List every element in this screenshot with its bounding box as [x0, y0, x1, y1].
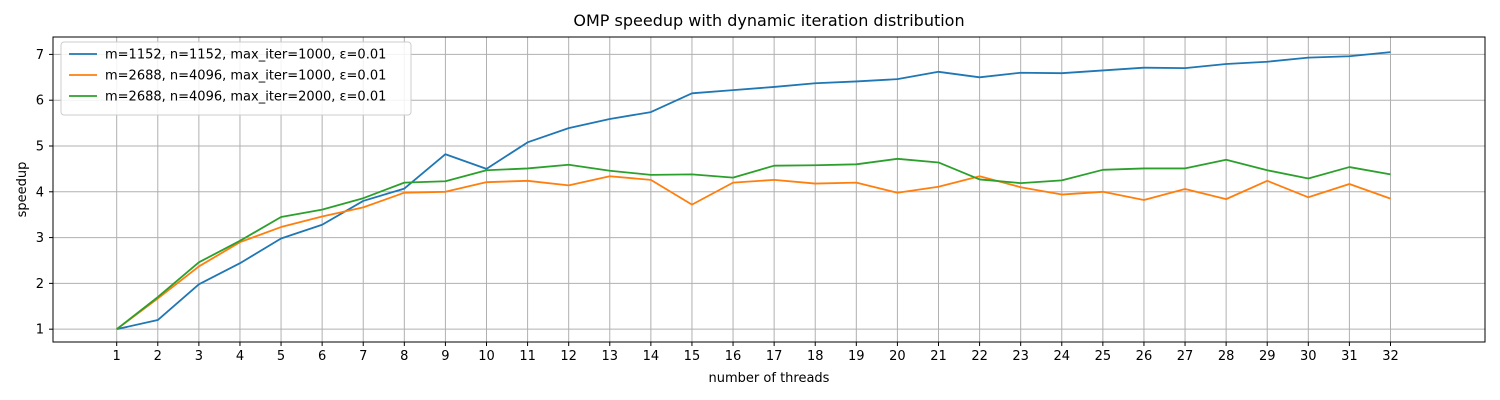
legend-entry-3: m=2688, n=4096, max_iter=2000, ε=0.01	[105, 90, 386, 105]
legend-entry-1: m=1152, n=1152, max_iter=1000, ε=0.01	[105, 48, 386, 63]
x-tick-label: 12	[560, 349, 577, 364]
y-tick-label: 7	[36, 48, 44, 63]
plot-area-frame	[52, 36, 1486, 343]
x-axis-label: number of threads	[709, 371, 830, 386]
x-tick-label: 15	[684, 349, 701, 364]
x-tick-label: 19	[848, 349, 865, 364]
y-tick-label: 1	[36, 323, 44, 338]
x-tick-label: 18	[807, 349, 824, 364]
x-tick-label: 14	[643, 349, 660, 364]
legend: m=1152, n=1152, max_iter=1000, ε=0.01 m=2…	[60, 41, 412, 116]
y-axis-label: speedup	[15, 162, 30, 218]
x-tick-label: 9	[441, 349, 449, 364]
x-tick-label: 11	[519, 349, 536, 364]
series-line-3	[116, 157, 1391, 330]
x-tick-label: 24	[1053, 349, 1070, 364]
x-tick-label: 1	[113, 349, 121, 364]
x-tick-label: 10	[478, 349, 495, 364]
series-line-1	[116, 51, 1391, 331]
x-tick-label: 29	[1259, 349, 1276, 364]
x-tick-label: 27	[1177, 349, 1194, 364]
x-tick-label: 22	[971, 349, 988, 364]
x-tick-label: 3	[195, 349, 203, 364]
y-tick-label: 4	[36, 185, 44, 200]
y-tick-label: 3	[36, 231, 44, 246]
series-lines	[116, 51, 1391, 331]
x-tick-label: 25	[1095, 349, 1112, 364]
x-tick-label: 31	[1341, 349, 1358, 364]
x-tick-label: 2	[154, 349, 162, 364]
x-tick-label: 8	[400, 349, 408, 364]
legend-box	[60, 41, 412, 116]
x-tick-label: 5	[277, 349, 285, 364]
x-tick-label: 30	[1300, 349, 1317, 364]
chart-title: OMP speedup with dynamic iteration distr…	[573, 11, 964, 30]
series-line-2	[116, 175, 1391, 330]
x-tick-label: 26	[1136, 349, 1153, 364]
x-tick-label: 32	[1382, 349, 1399, 364]
x-tick-label: 13	[602, 349, 619, 364]
x-tick-label: 20	[889, 349, 906, 364]
legend-entry-2: m=2688, n=4096, max_iter=1000, ε=0.01	[105, 69, 386, 84]
x-tick-label: 7	[359, 349, 367, 364]
y-tick-label: 6	[36, 94, 44, 109]
y-tick-label: 2	[36, 277, 44, 292]
x-tick-label: 28	[1218, 349, 1235, 364]
axis-ticks: 1 2 3 4 5 6 7 8 9 10 11 12 13 14 15 16 17 18 19 20 21 22 23 24 2…	[36, 48, 1399, 364]
x-tick-label: 23	[1012, 349, 1029, 364]
y-tick-label: 5	[36, 139, 44, 154]
x-tick-label: 6	[318, 349, 326, 364]
x-tick-label: 4	[236, 349, 244, 364]
x-tick-label: 17	[766, 349, 783, 364]
x-tick-label: 21	[930, 349, 947, 364]
x-tick-label: 16	[725, 349, 742, 364]
